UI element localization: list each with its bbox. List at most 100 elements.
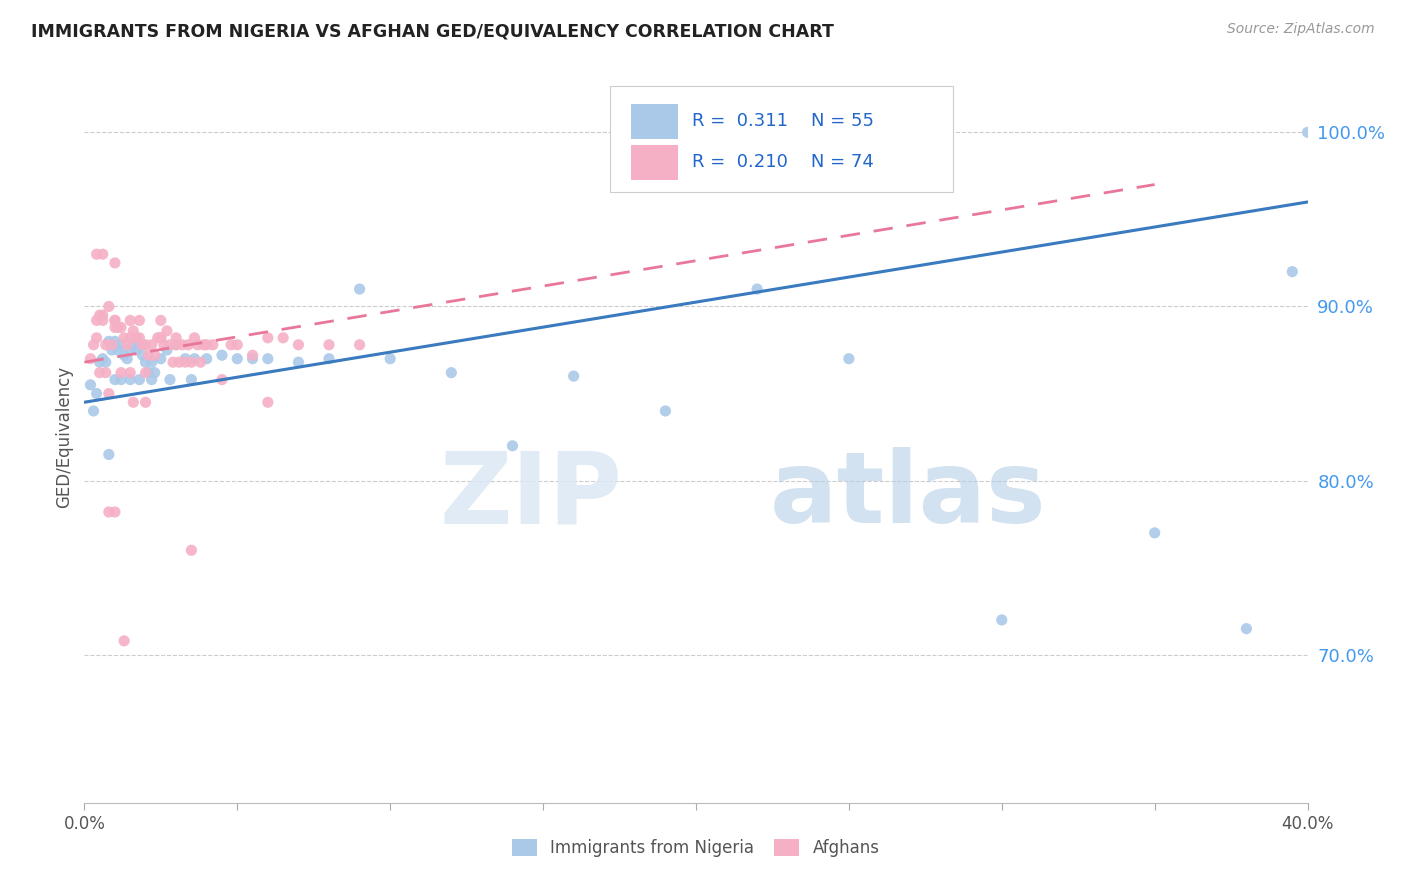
Point bbox=[1236, 622, 1258, 636]
Point bbox=[115, 338, 138, 352]
Point bbox=[128, 338, 150, 352]
Point bbox=[104, 373, 127, 387]
Point bbox=[112, 633, 135, 648]
Bar bbox=[631, 103, 678, 138]
Point bbox=[172, 338, 194, 352]
Point bbox=[165, 338, 187, 352]
Point bbox=[838, 351, 860, 366]
Point bbox=[97, 448, 120, 462]
Point bbox=[242, 348, 264, 362]
Bar bbox=[631, 145, 678, 179]
Point bbox=[110, 366, 132, 380]
Point bbox=[195, 351, 218, 366]
Point bbox=[174, 355, 197, 369]
Point bbox=[219, 338, 242, 352]
Point bbox=[257, 351, 280, 366]
Point bbox=[654, 404, 676, 418]
Point bbox=[94, 338, 117, 352]
Point bbox=[747, 282, 769, 296]
Text: IMMIGRANTS FROM NIGERIA VS AFGHAN GED/EQUIVALENCY CORRELATION CHART: IMMIGRANTS FROM NIGERIA VS AFGHAN GED/EQ… bbox=[31, 22, 834, 40]
Point bbox=[86, 331, 108, 345]
Point bbox=[122, 395, 145, 409]
Point bbox=[101, 343, 124, 357]
Point bbox=[101, 338, 124, 352]
Point bbox=[165, 338, 187, 352]
Point bbox=[380, 351, 402, 366]
Point bbox=[257, 331, 280, 345]
Point bbox=[174, 351, 197, 366]
Point bbox=[349, 282, 371, 296]
Point bbox=[79, 351, 101, 366]
Point bbox=[135, 395, 157, 409]
Point bbox=[97, 386, 120, 401]
Point bbox=[162, 355, 184, 369]
Point bbox=[287, 338, 309, 352]
Point bbox=[159, 373, 181, 387]
Point bbox=[110, 338, 132, 352]
Point bbox=[159, 338, 181, 352]
Point bbox=[94, 355, 117, 369]
Point bbox=[226, 338, 249, 352]
Point bbox=[165, 331, 187, 345]
Point bbox=[83, 338, 105, 352]
Point bbox=[149, 331, 172, 345]
Point bbox=[89, 355, 111, 369]
Point bbox=[97, 505, 120, 519]
Point bbox=[110, 320, 132, 334]
Point bbox=[97, 300, 120, 314]
Point bbox=[502, 439, 524, 453]
Point bbox=[104, 313, 127, 327]
Point bbox=[128, 331, 150, 345]
Point bbox=[190, 355, 212, 369]
Point bbox=[562, 369, 585, 384]
Point bbox=[86, 247, 108, 261]
Point bbox=[318, 351, 340, 366]
Point bbox=[1143, 525, 1166, 540]
Point bbox=[110, 373, 132, 387]
Point bbox=[156, 343, 179, 357]
Point bbox=[104, 505, 127, 519]
Point bbox=[149, 351, 172, 366]
Point bbox=[107, 320, 129, 334]
Point bbox=[180, 543, 202, 558]
Point bbox=[991, 613, 1014, 627]
Point bbox=[112, 348, 135, 362]
Point bbox=[86, 386, 108, 401]
Point bbox=[120, 366, 142, 380]
Point bbox=[149, 313, 172, 327]
Point bbox=[128, 313, 150, 327]
Text: R =  0.210    N = 74: R = 0.210 N = 74 bbox=[692, 153, 875, 171]
Point bbox=[125, 331, 148, 345]
Point bbox=[112, 331, 135, 345]
Point bbox=[180, 355, 202, 369]
Point bbox=[242, 351, 264, 366]
Point bbox=[193, 338, 215, 352]
Point bbox=[138, 366, 160, 380]
Point bbox=[104, 320, 127, 334]
Point bbox=[91, 351, 114, 366]
Point bbox=[177, 338, 200, 352]
Point bbox=[149, 331, 172, 345]
Point bbox=[1281, 265, 1303, 279]
Point bbox=[226, 351, 249, 366]
Point bbox=[183, 331, 205, 345]
Legend: Immigrants from Nigeria, Afghans: Immigrants from Nigeria, Afghans bbox=[506, 832, 886, 864]
Point bbox=[97, 334, 120, 349]
Point bbox=[79, 377, 101, 392]
Y-axis label: GED/Equivalency: GED/Equivalency bbox=[55, 366, 73, 508]
Point bbox=[83, 404, 105, 418]
Point bbox=[131, 338, 153, 352]
Point bbox=[107, 343, 129, 357]
Point bbox=[128, 373, 150, 387]
Point bbox=[211, 348, 233, 362]
Point bbox=[180, 373, 202, 387]
Point bbox=[287, 355, 309, 369]
Point bbox=[104, 334, 127, 349]
Point bbox=[120, 373, 142, 387]
Point bbox=[120, 331, 142, 345]
Point bbox=[131, 348, 153, 362]
Point bbox=[89, 308, 111, 322]
Point bbox=[141, 373, 163, 387]
Point bbox=[94, 366, 117, 380]
Text: R =  0.311    N = 55: R = 0.311 N = 55 bbox=[692, 112, 875, 130]
